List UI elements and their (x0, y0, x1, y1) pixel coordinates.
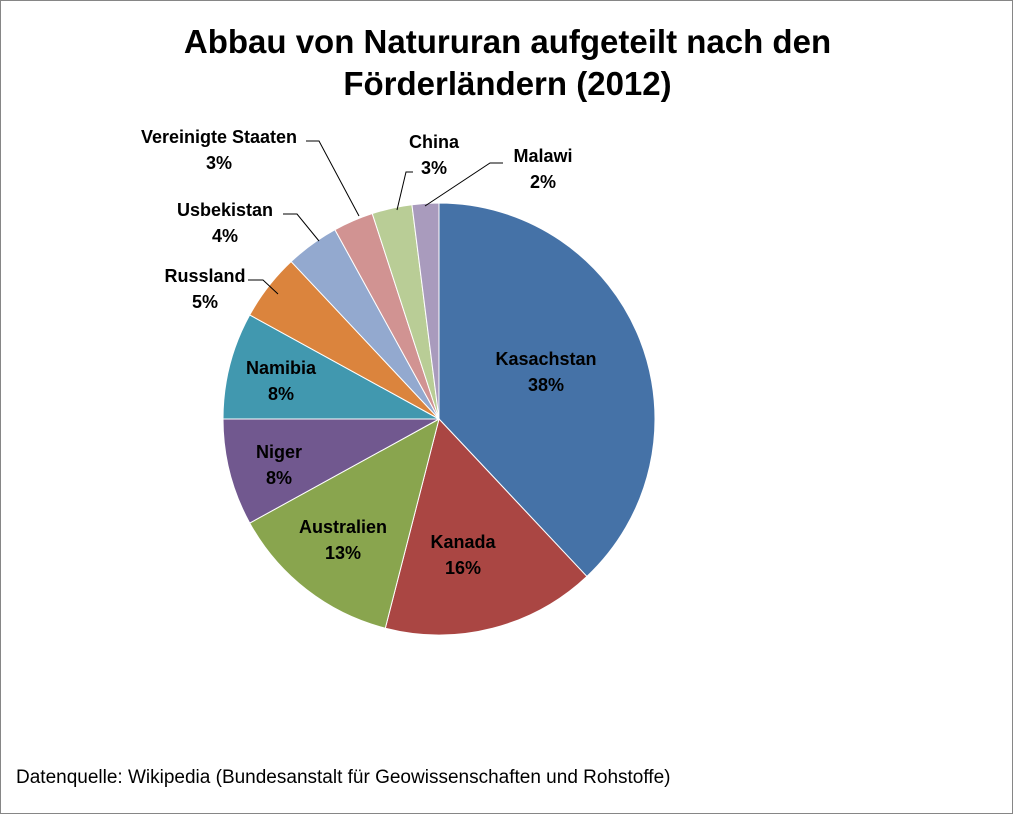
leader-line (283, 213, 320, 242)
source-note: Datenquelle: Wikipedia (Bundesanstalt fü… (16, 767, 671, 788)
chart-title-line1: Abbau von Natururan aufgeteilt nach den (183, 23, 832, 60)
leader-line (396, 171, 413, 211)
slice-label: Namibia (246, 358, 317, 378)
slice-percent-label: 4% (212, 226, 238, 246)
leader-line (306, 140, 360, 217)
slice-label: Australien (299, 517, 387, 537)
slice-percent-label: 38% (528, 375, 564, 395)
slice-percent-label: 13% (325, 543, 361, 563)
slice-label: Usbekistan (177, 200, 273, 220)
slice-label: Kasachstan (495, 349, 596, 369)
leader-line (424, 162, 503, 207)
slice-label: Niger (256, 442, 302, 462)
pie-slice-namibia (222, 314, 440, 420)
slice-label: Malawi (513, 146, 572, 166)
slice-percent-label: 8% (268, 384, 294, 404)
pie-slice-kanada (384, 417, 588, 636)
chart-title-line2: Förderländern (2012) (343, 65, 672, 102)
slice-percent-label: 5% (192, 292, 218, 312)
pie-slice-australien (249, 418, 440, 629)
pie-slice-malawi (411, 202, 440, 420)
pie-slice-niger (222, 418, 440, 524)
slice-label: Kanada (430, 532, 496, 552)
slice-label: Russland (164, 266, 245, 286)
slice-percent-label: 3% (206, 153, 232, 173)
slice-label: China (409, 132, 460, 152)
slice-percent-label: 3% (421, 158, 447, 178)
pie-slice-kasachstan (438, 202, 656, 578)
slice-label: Vereinigte Staaten (141, 127, 297, 147)
leader-line (248, 279, 279, 295)
slice-percent-label: 2% (530, 172, 556, 192)
slice-percent-label: 16% (445, 558, 481, 578)
slice-percent-label: 8% (266, 468, 292, 488)
